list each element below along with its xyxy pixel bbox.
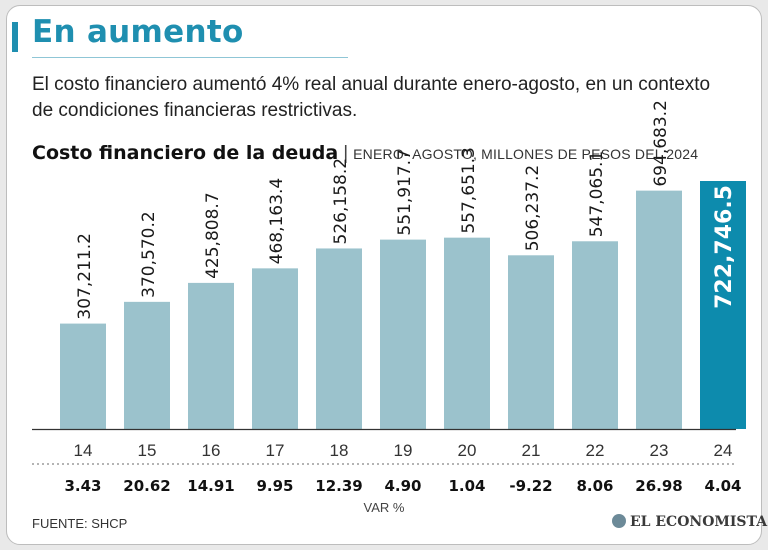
headline: En aumento xyxy=(32,14,244,50)
var-pct-value: 14.91 xyxy=(187,477,234,495)
chart-subtitle: ENERO- AGOSTO, MILLONES DE PESOS DEL 202… xyxy=(353,146,699,162)
bar xyxy=(380,239,426,429)
bar xyxy=(124,301,170,429)
x-tick-label: 18 xyxy=(330,441,349,460)
chart-heading-separator: | xyxy=(343,143,349,164)
var-pct-value: 8.06 xyxy=(576,477,613,495)
brand-name: EL ECONOMISTA xyxy=(630,514,768,530)
headline-accent-bar xyxy=(12,22,18,52)
var-pct-value: 26.98 xyxy=(635,477,682,495)
x-tick-label: 21 xyxy=(522,441,541,460)
var-pct-value: 9.95 xyxy=(256,477,293,495)
bar xyxy=(508,255,554,429)
source-note: FUENTE: SHCP xyxy=(32,516,128,531)
var-pct-value: 1.04 xyxy=(448,477,485,495)
chart-title: Costo financiero de la deuda xyxy=(32,142,339,164)
bar-value-label: 307,211.2 xyxy=(75,233,95,320)
lede-text: El costo financiero aumentó 4% real anua… xyxy=(32,74,711,121)
bar-value-label: 468,163.4 xyxy=(267,178,287,265)
var-pct-value: 4.90 xyxy=(384,477,421,495)
var-pct-value: 20.62 xyxy=(123,477,170,495)
x-tick-label: 14 xyxy=(74,441,93,460)
bar-value-label: 506,237.2 xyxy=(523,165,543,252)
bar-value-label: 722,746.5 xyxy=(712,185,737,309)
bar-value-label: 551,917.7 xyxy=(395,149,415,236)
bar xyxy=(572,241,618,429)
chart-heading: Costo financiero de la deuda | ENERO- AGOS… xyxy=(32,142,698,165)
bar xyxy=(60,323,106,429)
x-tick-label: 20 xyxy=(458,441,477,460)
x-tick-label: 22 xyxy=(586,441,605,460)
var-pct-value: 12.39 xyxy=(315,477,362,495)
bar-value-label: 526,158.2 xyxy=(331,158,351,245)
bar xyxy=(252,268,298,429)
x-tick-label: 17 xyxy=(266,441,285,460)
bar-value-label: 425,808.7 xyxy=(203,192,223,279)
var-pct-value: 3.43 xyxy=(64,477,101,495)
bar xyxy=(636,190,682,429)
brand-logo: EL ECONOMISTA xyxy=(612,514,767,530)
bar xyxy=(444,237,490,429)
x-tick-label: 15 xyxy=(138,441,157,460)
var-pct-value: -9.22 xyxy=(509,477,552,495)
bar xyxy=(316,248,362,429)
headline-rule xyxy=(32,57,348,58)
x-tick-label: 24 xyxy=(714,441,733,460)
bar-value-label: 694,683.2 xyxy=(651,100,671,187)
x-tick-label: 16 xyxy=(202,441,221,460)
var-pct-label: VAR % xyxy=(363,500,405,515)
bar-value-label: 557,651.3 xyxy=(459,147,479,234)
x-tick-label: 19 xyxy=(394,441,413,460)
bar xyxy=(700,181,746,429)
bar xyxy=(188,282,234,429)
bar-value-label: 370,570.2 xyxy=(139,211,159,298)
bar-value-label: 547,065.1 xyxy=(587,151,607,238)
brand-mark-icon xyxy=(612,514,626,528)
x-tick-label: 23 xyxy=(650,441,669,460)
var-pct-value: 4.04 xyxy=(704,477,741,495)
